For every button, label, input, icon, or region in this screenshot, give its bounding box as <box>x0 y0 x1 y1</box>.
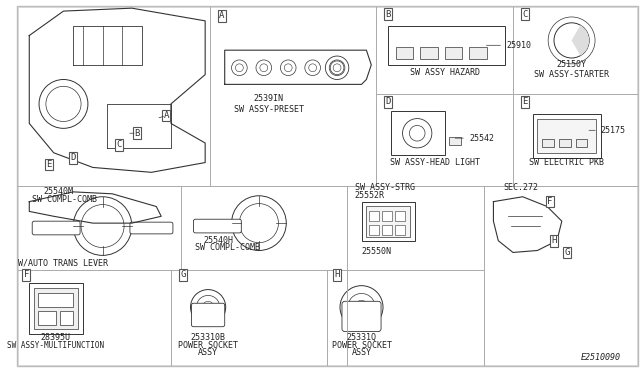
Bar <box>369 211 379 221</box>
Bar <box>38 311 56 325</box>
Text: 25542: 25542 <box>469 134 494 142</box>
Text: F: F <box>24 270 29 279</box>
Text: POWER SOCKET: POWER SOCKET <box>178 341 238 350</box>
Bar <box>395 211 404 221</box>
Text: 28395U: 28395U <box>41 333 70 342</box>
Text: D: D <box>385 97 390 106</box>
Bar <box>369 225 379 235</box>
Bar <box>362 202 415 241</box>
FancyBboxPatch shape <box>193 219 241 233</box>
Bar <box>469 47 486 59</box>
Text: SW ASSY-STRG: SW ASSY-STRG <box>355 183 415 192</box>
Bar <box>29 283 83 334</box>
Text: 25331Q: 25331Q <box>346 333 376 342</box>
FancyBboxPatch shape <box>32 221 80 235</box>
Text: B: B <box>134 129 140 138</box>
Bar <box>382 225 392 235</box>
Text: POWER SOCKET: POWER SOCKET <box>332 341 392 350</box>
Text: W/AUTO TRANS LEVER: W/AUTO TRANS LEVER <box>19 258 109 267</box>
Bar <box>38 294 73 307</box>
Text: A: A <box>163 111 169 120</box>
Text: SW ELECTRIC PKB: SW ELECTRIC PKB <box>529 157 604 167</box>
Text: C: C <box>522 10 527 19</box>
Text: SW ASSY-HEAD LIGHT: SW ASSY-HEAD LIGHT <box>390 157 480 167</box>
Text: 25540M: 25540M <box>44 187 74 196</box>
Text: 25150Y: 25150Y <box>557 60 587 69</box>
Text: E2510090: E2510090 <box>581 353 621 362</box>
Text: SW ASSY-MULTIFUNCTION: SW ASSY-MULTIFUNCTION <box>7 341 104 350</box>
Text: SW ASSY HAZARD: SW ASSY HAZARD <box>410 68 479 77</box>
Text: 253310B: 253310B <box>191 333 225 342</box>
Bar <box>532 114 601 158</box>
Text: H: H <box>551 236 557 245</box>
Text: SW COMPL-COMB: SW COMPL-COMB <box>32 195 97 203</box>
Text: SW COMPL-COMB: SW COMPL-COMB <box>195 244 260 253</box>
Bar <box>575 139 588 147</box>
Text: SW ASSY-STARTER: SW ASSY-STARTER <box>534 70 609 78</box>
Text: D: D <box>70 153 76 162</box>
Text: E: E <box>522 97 527 106</box>
Text: 25910: 25910 <box>506 41 531 50</box>
Bar <box>445 47 462 59</box>
Text: B: B <box>385 10 390 19</box>
Bar <box>391 111 445 155</box>
Text: 25540H: 25540H <box>204 236 233 245</box>
Bar <box>395 225 404 235</box>
Bar <box>388 26 505 65</box>
Bar <box>420 47 438 59</box>
Bar <box>542 139 554 147</box>
Bar <box>559 139 571 147</box>
Text: G: G <box>564 248 570 257</box>
Text: ASSY: ASSY <box>198 348 218 357</box>
Text: H: H <box>334 270 340 279</box>
Text: SEC.272: SEC.272 <box>503 183 538 192</box>
Bar <box>449 137 461 145</box>
FancyBboxPatch shape <box>130 222 173 234</box>
Bar <box>366 206 410 237</box>
Text: SW ASSY-PRESET: SW ASSY-PRESET <box>234 105 304 114</box>
Text: C: C <box>116 141 122 150</box>
Text: E: E <box>46 160 51 169</box>
Bar <box>382 211 392 221</box>
Bar <box>538 119 596 153</box>
Bar <box>396 47 413 59</box>
FancyBboxPatch shape <box>342 301 381 331</box>
Text: F: F <box>547 197 553 206</box>
Text: 25550N: 25550N <box>362 247 392 256</box>
Text: 2539IN: 2539IN <box>253 94 284 103</box>
Text: G: G <box>180 270 186 279</box>
Text: 25175: 25175 <box>601 126 626 135</box>
FancyBboxPatch shape <box>191 303 225 327</box>
Bar <box>60 311 73 325</box>
Bar <box>34 288 78 329</box>
Text: 25552R: 25552R <box>355 191 385 200</box>
Wedge shape <box>572 25 589 56</box>
Text: A: A <box>219 12 225 20</box>
Text: ASSY: ASSY <box>351 348 371 357</box>
